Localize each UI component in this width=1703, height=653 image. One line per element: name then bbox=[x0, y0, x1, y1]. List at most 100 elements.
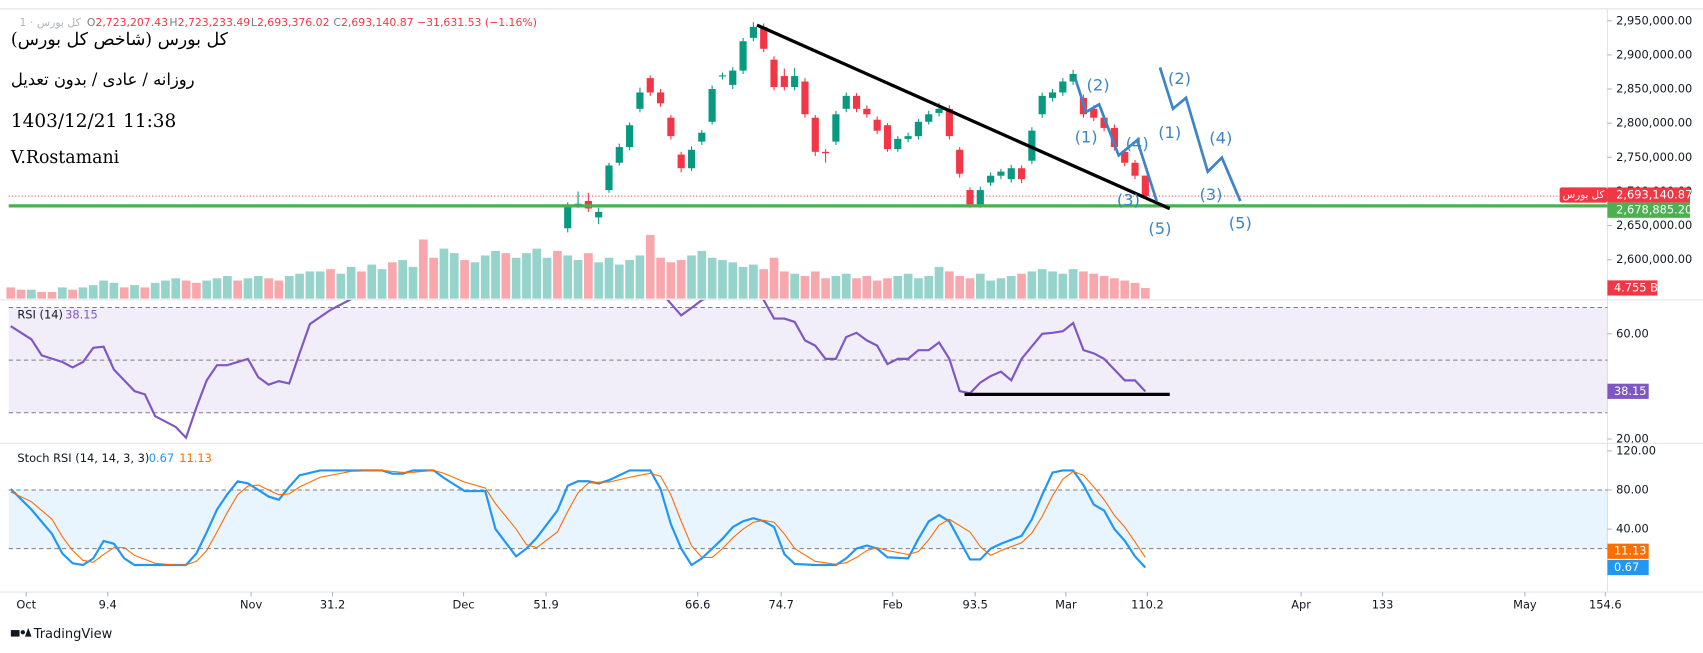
legend-value: 38.15 bbox=[65, 308, 98, 322]
volume-bar bbox=[27, 289, 36, 299]
volume-bar bbox=[645, 234, 655, 299]
volume-bar bbox=[1017, 273, 1026, 299]
volume-bar bbox=[831, 275, 841, 299]
y-tick-label: 20.00 bbox=[1616, 432, 1649, 446]
candle-body bbox=[1121, 151, 1129, 163]
wave-path bbox=[1158, 67, 1242, 202]
volume-bar bbox=[965, 278, 975, 299]
volume-bar bbox=[6, 287, 16, 299]
volume-bar bbox=[563, 255, 573, 299]
indicator-line bbox=[10, 299, 1147, 440]
volume-bar bbox=[326, 269, 335, 299]
volume-bar bbox=[480, 255, 490, 299]
candle-body bbox=[687, 149, 696, 169]
volume-bar bbox=[924, 275, 934, 299]
volume-bar bbox=[1079, 271, 1088, 299]
volume-bar bbox=[398, 260, 408, 299]
y-tick-label: 2,900,000.00 bbox=[1616, 47, 1692, 61]
volume-bar bbox=[460, 260, 469, 299]
volume-bar bbox=[377, 269, 387, 299]
volume-bar bbox=[697, 250, 707, 299]
volume-bar bbox=[140, 287, 150, 299]
volume-bar bbox=[171, 278, 181, 299]
volume-bar bbox=[749, 264, 758, 299]
brand: TradingView bbox=[33, 627, 113, 642]
volume-bar bbox=[439, 248, 449, 299]
volume-bar bbox=[1058, 273, 1068, 299]
x-tick-label: Nov bbox=[240, 598, 262, 612]
x-tick-label: 51.9 bbox=[533, 598, 558, 612]
y-tick-label: 2,600,000.00 bbox=[1616, 252, 1692, 266]
wave-label: (3) bbox=[1117, 191, 1140, 210]
footer: TradingView bbox=[10, 627, 113, 642]
price-badge-label: 2,693,140.87 bbox=[1616, 188, 1692, 202]
y-tick-label: 80.00 bbox=[1616, 482, 1649, 496]
volume-bar bbox=[119, 287, 129, 299]
ohlc-key: C bbox=[333, 16, 341, 29]
volume-bar bbox=[57, 287, 67, 299]
candle-body bbox=[822, 151, 830, 154]
ohlc-item: H2,723,233.49 bbox=[169, 16, 250, 29]
volume-bar bbox=[738, 266, 748, 299]
volume-bar bbox=[872, 280, 882, 299]
indicator-line bbox=[9, 469, 1147, 569]
wave-label: (2) bbox=[1087, 75, 1110, 94]
volume-bar bbox=[614, 264, 624, 299]
volume-bar bbox=[584, 253, 593, 299]
volume-bar bbox=[1048, 271, 1057, 299]
volume-bar bbox=[78, 287, 88, 299]
volume-bar bbox=[130, 285, 139, 299]
wave-path bbox=[1073, 77, 1158, 202]
volume-bar bbox=[88, 285, 98, 299]
volume-bar bbox=[955, 275, 965, 299]
volume-bar bbox=[1130, 282, 1140, 299]
volume-bar bbox=[336, 273, 346, 299]
candle-body bbox=[914, 121, 923, 137]
volume-bar bbox=[532, 248, 542, 299]
overlay-title: کل بورس (شاخص کل بورس) bbox=[11, 30, 229, 50]
candle-body bbox=[791, 76, 799, 87]
volume-bar bbox=[367, 264, 377, 299]
x-tick-label: 74.7 bbox=[769, 598, 794, 612]
volume-bar bbox=[192, 282, 201, 299]
volume-bar bbox=[883, 278, 892, 299]
value-badge-label: 38.15 bbox=[1614, 384, 1647, 398]
volume-bar bbox=[501, 253, 511, 299]
volume-bar bbox=[945, 271, 954, 299]
candle-body bbox=[883, 125, 892, 150]
volume-bar bbox=[996, 278, 1006, 299]
volume-bar bbox=[841, 273, 851, 299]
wave-label: (4) bbox=[1209, 129, 1232, 148]
candle-body bbox=[852, 95, 861, 109]
ohlc-key: H bbox=[169, 16, 177, 29]
volume-bar bbox=[656, 257, 665, 299]
volume-bar bbox=[491, 250, 500, 299]
wave-label: (1) bbox=[1158, 123, 1181, 142]
value-badge bbox=[1607, 543, 1649, 559]
wave-label: (2) bbox=[1168, 69, 1191, 88]
value-badge bbox=[1607, 383, 1649, 399]
candle-body bbox=[698, 132, 706, 142]
candle-body bbox=[863, 108, 871, 115]
candle-body bbox=[1110, 127, 1118, 148]
volume-bar bbox=[68, 289, 77, 299]
volume-bar bbox=[676, 260, 686, 299]
volume-bar bbox=[687, 255, 696, 299]
candle-body bbox=[739, 41, 747, 71]
volume-bar bbox=[233, 280, 243, 299]
candle-body bbox=[760, 26, 768, 49]
candle-body bbox=[842, 95, 850, 109]
volume-bar bbox=[625, 260, 634, 299]
volume-bar bbox=[47, 291, 57, 299]
rsi-pane bbox=[8, 299, 1608, 440]
ohlc-value: 2,693,376.02 bbox=[257, 16, 330, 29]
candle-body bbox=[801, 81, 809, 115]
candle-body bbox=[646, 78, 654, 93]
candle-body bbox=[636, 92, 644, 109]
logo-part bbox=[24, 627, 32, 637]
volume-bar bbox=[986, 280, 995, 299]
y-tick-label: 2,650,000.00 bbox=[1616, 218, 1692, 232]
volume-bar bbox=[346, 266, 356, 299]
support-badge-label: 2,678,885.20 bbox=[1616, 203, 1692, 217]
